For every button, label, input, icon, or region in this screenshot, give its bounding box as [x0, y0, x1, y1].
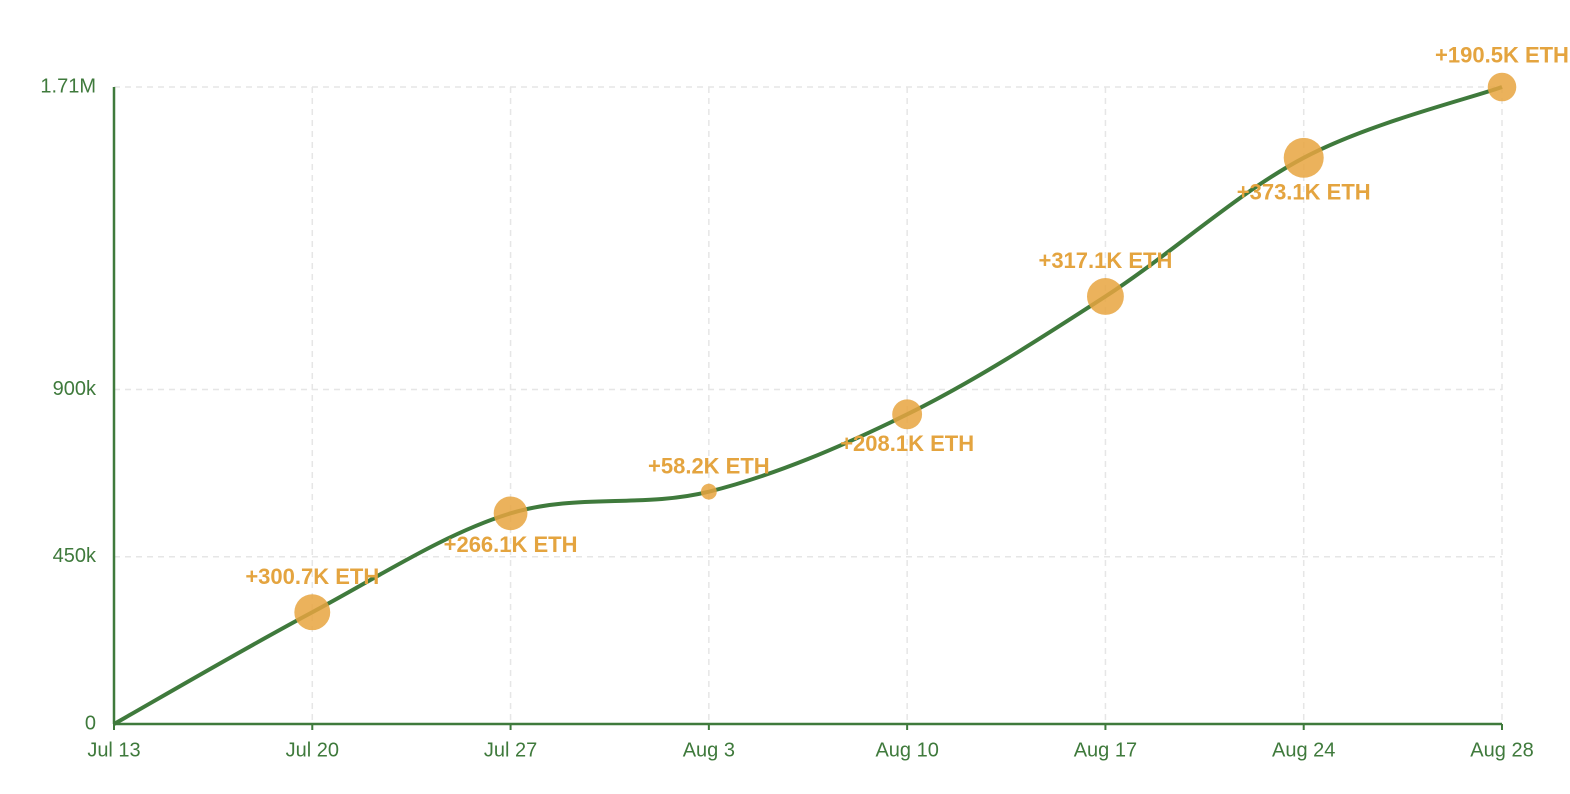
data-label: +300.7K ETH — [245, 564, 379, 589]
line — [113, 85, 1503, 726]
data-label: +373.1K ETH — [1237, 180, 1371, 205]
x-tick-label: Jul 27 — [484, 739, 537, 761]
bubble — [493, 496, 528, 531]
y-tick-label: 0 — [85, 712, 96, 734]
data-label: +208.1K ETH — [840, 431, 974, 456]
data-label: +190.5K ETH — [1435, 43, 1569, 68]
bubble — [1487, 72, 1517, 102]
bubble — [1086, 278, 1124, 315]
data-label: +317.1K ETH — [1038, 248, 1172, 273]
bubble — [700, 483, 717, 500]
bubble — [294, 594, 331, 631]
y-tick-label: 450k — [53, 545, 97, 567]
x-tick-label: Aug 24 — [1272, 739, 1335, 761]
x-tick-label: Aug 17 — [1074, 739, 1137, 761]
bubble — [1283, 137, 1324, 178]
x-tick-label: Aug 10 — [875, 739, 938, 761]
bubble — [892, 399, 923, 430]
x-tick-label: Jul 13 — [87, 739, 140, 761]
y-tick-label: 900k — [53, 378, 97, 400]
data-label: +58.2K ETH — [648, 454, 770, 479]
x-tick-label: Aug 28 — [1470, 739, 1533, 761]
x-tick-label: Aug 3 — [683, 739, 735, 761]
x-tick-label: Jul 20 — [286, 739, 339, 761]
data-label: +266.1K ETH — [444, 532, 578, 557]
y-tick-label: 1.71M — [40, 75, 96, 97]
